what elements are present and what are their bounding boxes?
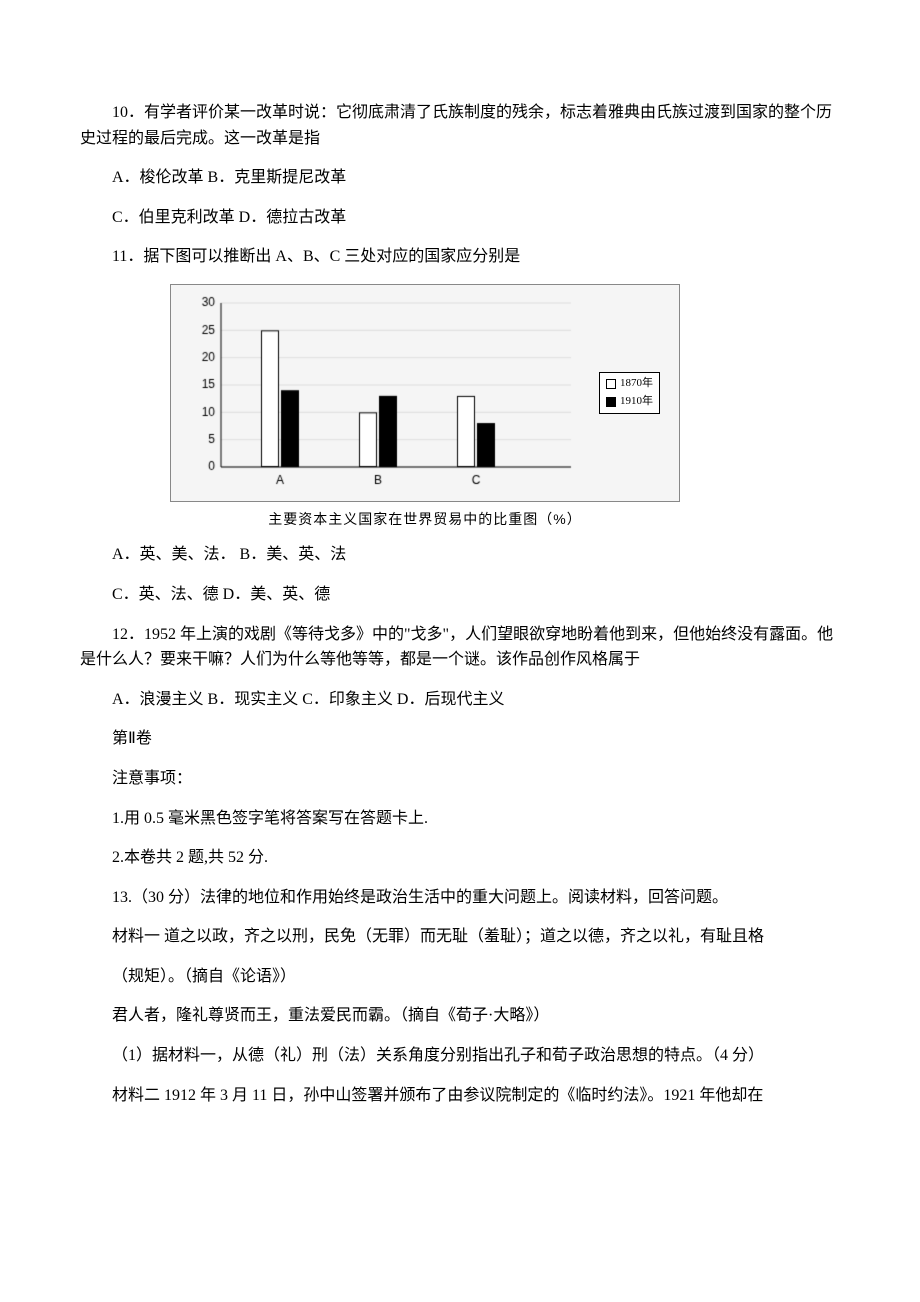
legend-swatch-1910-icon [606,397,616,407]
legend-row-1910: 1910年 [606,393,653,411]
notice-line2: 2.本卷共 2 题,共 52 分. [80,845,840,871]
q11-chart-caption: 主要资本主义国家在世界贸易中的比重图（%） [170,508,680,530]
legend-label-1910: 1910年 [620,393,653,411]
q13-stem: 13.（30 分）法律的地位和作用始终是政治生活中的重大问题上。阅读材料，回答问… [80,885,840,911]
q11-chart-legend: 1870年 1910年 [599,372,660,413]
q11-options-line2: C．英、法、德 D．美、英、德 [80,582,840,608]
q11-chart-frame: 1870年 1910年 [170,284,680,502]
section2-heading: 第Ⅱ卷 [80,726,840,752]
q10-options-line1: A．梭伦改革 B．克里斯提尼改革 [80,165,840,191]
q10-options-line2: C．伯里克利改革 D．德拉古改革 [80,205,840,231]
legend-row-1870: 1870年 [606,375,653,393]
q11-bar-chart [181,293,581,493]
notice-heading: 注意事项： [80,766,840,792]
legend-label-1870: 1870年 [620,375,653,393]
q11-options-line1: A．英、美、法． B．美、英、法 [80,542,840,568]
q12-stem: 12．1952 年上演的戏剧《等待戈多》中的"戈多"，人们望眼欲穿地盼着他到来，… [80,622,840,673]
q13-material2-a: 材料二 1912 年 3 月 11 日，孙中山签署并颁布了由参议院制定的《临时约… [80,1083,840,1109]
q13-material1-a: 材料一 道之以政，齐之以刑，民免（无罪）而无耻（羞耻）；道之以德，齐之以礼，有耻… [80,924,840,950]
q11-stem: 11．据下图可以推断出 A、B、C 三处对应的国家应分别是 [80,244,840,270]
q13-material1-c: 君人者，隆礼尊贤而王，重法爱民而霸。（摘自《荀子·大略》） [80,1003,840,1029]
q13-material1-b: （规矩）。（摘自《论语》） [80,964,840,990]
q12-options: A．浪漫主义 B．现实主义 C．印象主义 D．后现代主义 [80,687,840,713]
legend-swatch-1870-icon [606,379,616,389]
notice-line1: 1.用 0.5 毫米黑色签字笔将答案写在答题卡上. [80,806,840,832]
q10-stem: 10．有学者评价某一改革时说：它彻底肃清了氏族制度的残余，标志着雅典由氏族过渡到… [80,100,840,151]
q13-subquestion1: （1）据材料一，从德（礼）刑（法）关系角度分别指出孔子和荀子政治思想的特点。（4… [80,1043,840,1069]
